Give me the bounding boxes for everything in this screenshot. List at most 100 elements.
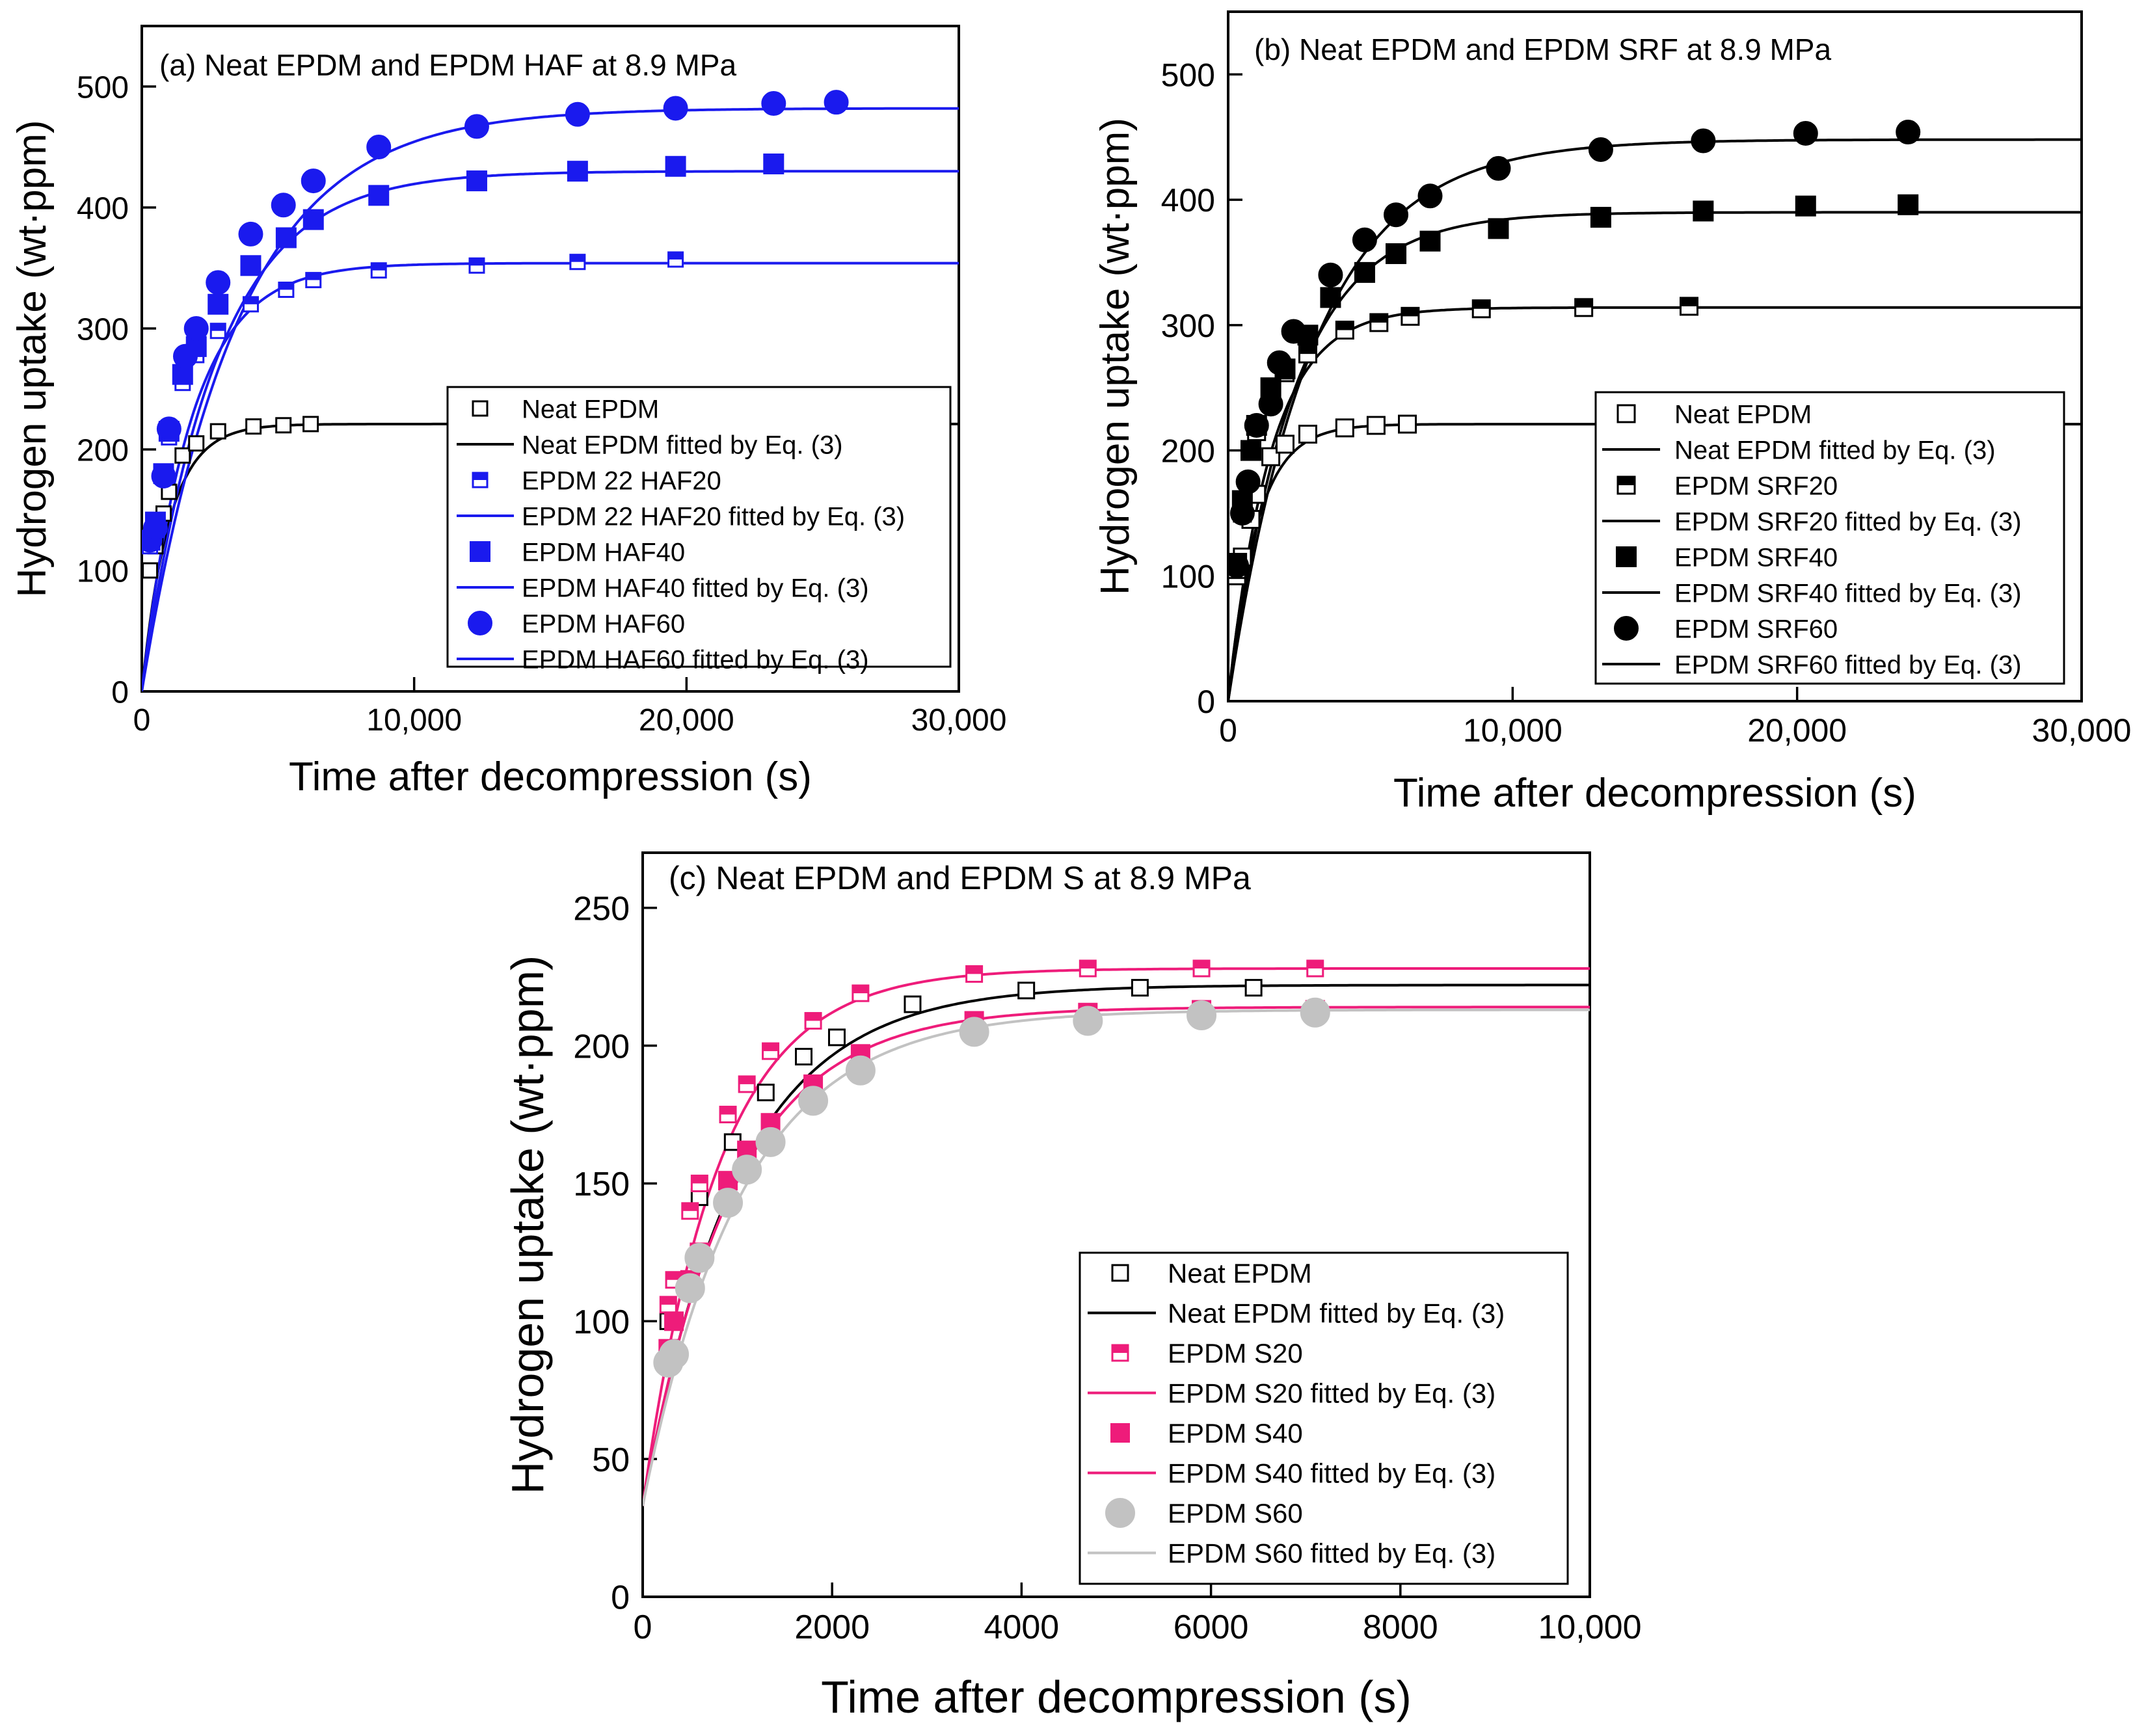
data-point-fill <box>852 985 868 994</box>
y-tick-label: 100 <box>573 1303 630 1341</box>
legend-label: Neat EPDM <box>1674 400 1812 429</box>
data-point-fill <box>1575 299 1592 308</box>
y-tick-label: 100 <box>77 554 129 589</box>
fit-line <box>643 1008 1590 1506</box>
data-point <box>1240 440 1261 461</box>
data-point <box>827 1028 846 1047</box>
legend-label: EPDM HAF60 <box>522 609 685 638</box>
y-axis-title: Hydrogen uptake (wt·ppm) <box>1093 118 1138 595</box>
data-point <box>1228 553 1250 578</box>
data-point <box>1369 313 1389 332</box>
data-point <box>738 1075 756 1093</box>
data-point <box>762 1042 780 1060</box>
data-point <box>238 221 263 247</box>
data-point-fill <box>278 282 293 290</box>
panel-title: (c) Neat EPDM and EPDM S at 8.9 MPa <box>669 860 1251 896</box>
data-point-fill <box>762 1043 779 1052</box>
data-point <box>275 417 292 434</box>
data-point-fill <box>682 1203 698 1211</box>
y-tick-label: 200 <box>573 1028 630 1065</box>
y-tick-label: 0 <box>111 675 129 710</box>
legend-label: EPDM 22 HAF20 <box>522 466 721 495</box>
x-tick-label: 10,000 <box>1538 1609 1641 1646</box>
data-point <box>675 1273 705 1303</box>
y-tick-label: 100 <box>1161 558 1215 594</box>
data-point <box>368 185 390 206</box>
data-point <box>667 251 684 268</box>
data-point <box>1244 413 1269 438</box>
legend-label: EPDM HAF40 fitted by Eq. (3) <box>522 574 869 602</box>
data-point <box>1306 959 1324 978</box>
data-point <box>1401 306 1420 326</box>
y-tick-label: 500 <box>1161 57 1215 93</box>
data-point <box>1574 298 1594 317</box>
legend: Neat EPDM Neat EPDM fitted by Eq. (3) EPDM… <box>446 386 952 674</box>
series-points <box>653 997 1330 1378</box>
legend-label: EPDM SRF60 fitted by Eq. (3) <box>1674 650 2022 679</box>
data-point <box>798 1086 829 1116</box>
data-point-fill <box>469 258 484 266</box>
data-point <box>1488 218 1509 239</box>
data-point <box>684 1242 715 1273</box>
x-tick-label: 30,000 <box>911 703 1007 738</box>
data-point <box>245 418 262 435</box>
x-tick-label: 30,000 <box>2032 712 2132 749</box>
y-tick-label: 400 <box>1161 182 1215 219</box>
y-axis-title: Hydrogen uptake (wt·ppm) <box>502 955 553 1495</box>
data-point-fill <box>306 273 321 280</box>
data-point <box>713 1188 744 1218</box>
data-point <box>757 1084 775 1102</box>
data-point <box>565 101 590 127</box>
data-point <box>1267 350 1292 375</box>
legend-marker <box>1111 1344 1129 1362</box>
plot-frame <box>141 25 960 693</box>
legend-marker <box>1616 546 1637 567</box>
data-point <box>301 168 326 194</box>
data-point <box>151 463 176 488</box>
data-point <box>275 227 297 248</box>
data-point <box>142 562 159 579</box>
data-point-fill <box>1473 300 1490 309</box>
data-point <box>795 1048 813 1066</box>
panel-title: (b) Neat EPDM and EPDM SRF at 8.9 MPa <box>1254 33 1831 66</box>
data-point <box>664 1311 684 1331</box>
series-points <box>659 959 1324 1314</box>
data-point <box>1896 120 1921 145</box>
data-point <box>188 435 205 452</box>
data-point <box>174 447 191 464</box>
data-point <box>1281 319 1306 344</box>
data-point <box>209 423 226 440</box>
data-point <box>659 1339 690 1370</box>
plot-area <box>142 90 959 691</box>
data-point-fill <box>1307 960 1323 968</box>
data-point <box>156 416 181 442</box>
data-point <box>1275 434 1294 454</box>
data-point <box>1693 200 1714 222</box>
data-point <box>1795 195 1816 217</box>
legend-marker-fill <box>1618 477 1635 485</box>
legend-label: Neat EPDM fitted by Eq. (3) <box>1168 1298 1505 1329</box>
y-tick-label: 300 <box>1161 308 1215 344</box>
y-tick-label: 250 <box>573 890 630 928</box>
data-point <box>719 1106 737 1124</box>
data-point <box>690 1174 708 1192</box>
data-point <box>1079 959 1097 978</box>
data-point-fill <box>1194 960 1210 968</box>
data-point <box>1073 1006 1103 1036</box>
fit-line <box>142 261 959 691</box>
x-tick-label: 0 <box>1219 712 1237 749</box>
legend-label: EPDM S60 fitted by Eq. (3) <box>1168 1538 1495 1569</box>
data-point <box>763 154 785 175</box>
data-point <box>1298 424 1317 444</box>
data-point <box>1300 997 1330 1028</box>
data-point <box>1131 979 1149 997</box>
data-point <box>761 91 786 116</box>
series-points <box>142 416 319 579</box>
chart-panel-c: 0 2000 4000 6000 8000 10,000 0 50 100 150 200 250 Ti… <box>502 851 1642 1722</box>
legend-marker <box>1616 404 1636 423</box>
data-point <box>209 323 226 340</box>
x-tick-label: 6000 <box>1174 1609 1249 1646</box>
x-tick-label: 8000 <box>1363 1609 1438 1646</box>
data-point-fill <box>668 252 683 260</box>
data-point <box>1335 321 1354 340</box>
